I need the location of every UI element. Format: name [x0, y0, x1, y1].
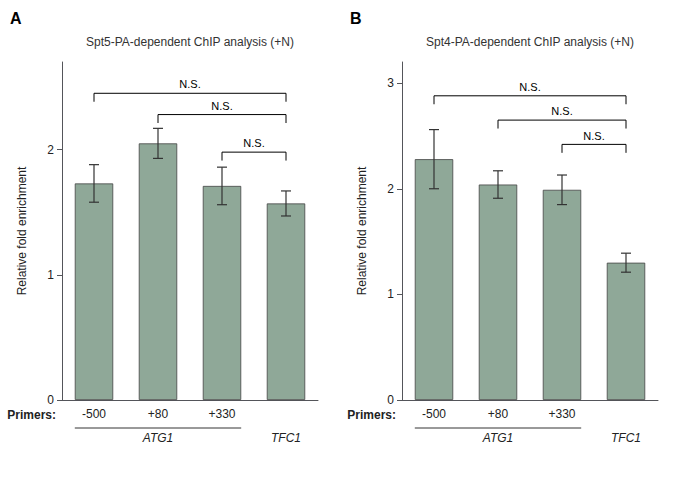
svg-text:N.S.: N.S. — [211, 100, 232, 112]
svg-text:+80: +80 — [148, 407, 169, 421]
svg-text:N.S.: N.S. — [243, 137, 264, 149]
svg-text:Primers:: Primers: — [347, 408, 396, 422]
svg-text:B: B — [350, 10, 362, 27]
svg-text:Spt4-PA-dependent ChIP analysi: Spt4-PA-dependent ChIP analysis (+N) — [426, 35, 634, 49]
svg-text:2: 2 — [47, 143, 54, 157]
svg-text:N.S.: N.S. — [551, 105, 572, 117]
svg-text:+330: +330 — [548, 407, 575, 421]
svg-text:-500: -500 — [422, 407, 446, 421]
svg-text:TFC1: TFC1 — [611, 431, 641, 445]
svg-text:N.S.: N.S. — [179, 78, 200, 90]
svg-text:Relative fold enrichment: Relative fold enrichment — [355, 166, 369, 295]
svg-text:+330: +330 — [208, 407, 235, 421]
svg-text:N.S.: N.S. — [583, 130, 604, 142]
svg-text:0: 0 — [47, 393, 54, 407]
svg-text:1: 1 — [47, 268, 54, 282]
svg-text:0: 0 — [387, 393, 394, 407]
svg-text:Spt5-PA-dependent ChIP analysi: Spt5-PA-dependent ChIP analysis (+N) — [86, 35, 294, 49]
svg-text:2: 2 — [387, 182, 394, 196]
svg-text:TFC1: TFC1 — [271, 431, 301, 445]
svg-text:1: 1 — [387, 287, 394, 301]
svg-text:ATG1: ATG1 — [142, 431, 173, 445]
svg-text:Primers:: Primers: — [7, 408, 56, 422]
svg-text:A: A — [10, 10, 22, 27]
svg-text:Relative fold enrichment: Relative fold enrichment — [15, 166, 29, 295]
svg-text:ATG1: ATG1 — [482, 431, 513, 445]
svg-text:3: 3 — [387, 76, 394, 90]
svg-text:N.S.: N.S. — [519, 81, 540, 93]
svg-text:+80: +80 — [488, 407, 509, 421]
svg-text:-500: -500 — [82, 407, 106, 421]
